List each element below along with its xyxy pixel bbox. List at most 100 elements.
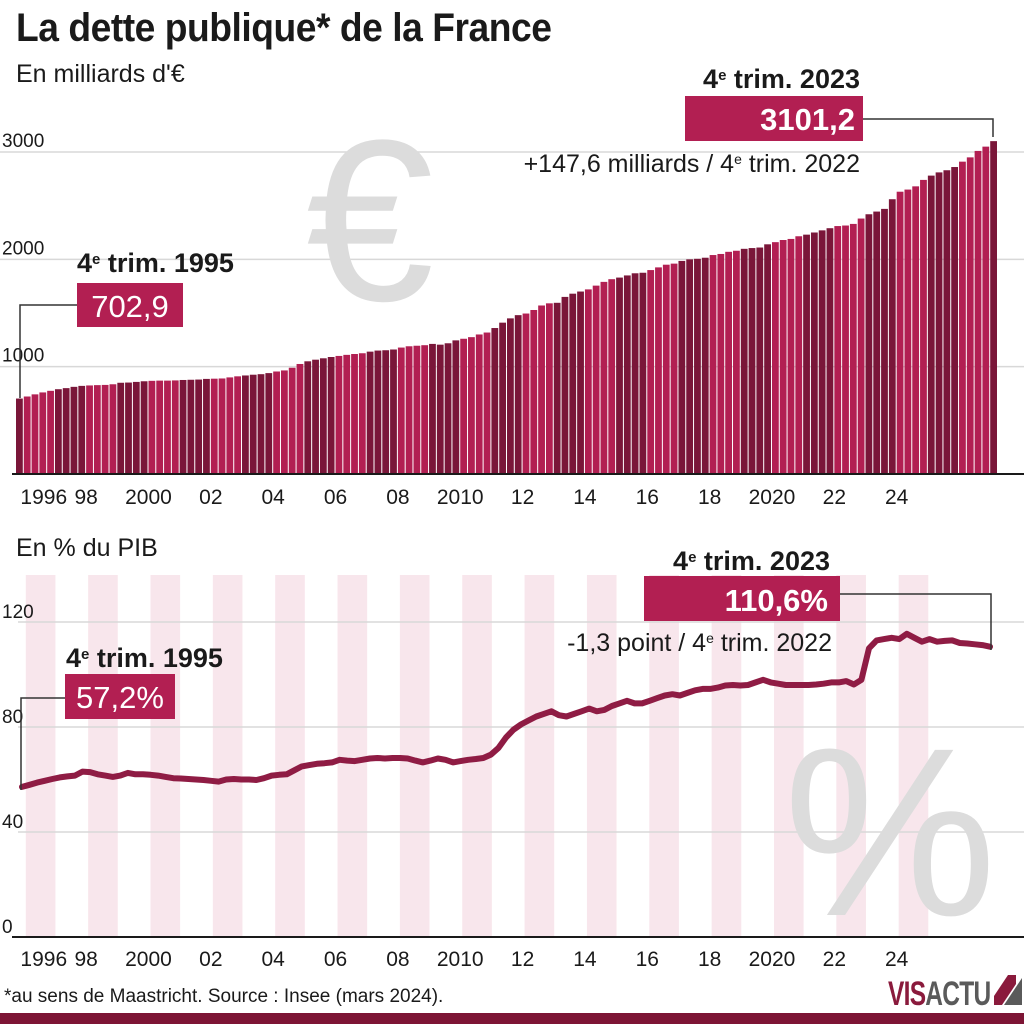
- bar: [709, 255, 717, 474]
- bar: [670, 263, 678, 474]
- year-band: [25, 575, 56, 937]
- line-x-tick-label: 98: [74, 948, 97, 971]
- bar: [280, 370, 288, 474]
- bar: [959, 161, 966, 474]
- bar: [717, 253, 725, 474]
- bar: [421, 345, 429, 474]
- bar: [764, 244, 771, 474]
- bar: [491, 328, 499, 474]
- bar: [429, 343, 436, 474]
- bar: [86, 385, 93, 474]
- bar: [538, 305, 545, 474]
- bar-chart-bars: [16, 141, 997, 475]
- line-chart-subtitle: En % du PIB: [16, 534, 158, 562]
- percent-watermark-icon: %: [783, 698, 996, 966]
- line-y-tick-label: 40: [2, 812, 23, 833]
- bar: [522, 313, 530, 474]
- line-x-tick-label: 2000: [125, 948, 172, 971]
- bar: [584, 289, 592, 474]
- bar: [125, 382, 132, 474]
- bar: [787, 238, 795, 474]
- line-x-tick-label: 08: [386, 948, 409, 971]
- bar-x-tick-label: 08: [386, 486, 409, 509]
- line-y-tick-label: 80: [2, 707, 23, 728]
- line-annotation-1995-box: [65, 674, 175, 719]
- year-band: [275, 575, 305, 937]
- bar: [662, 264, 670, 474]
- bar: [686, 259, 694, 474]
- bar: [499, 322, 506, 474]
- bar: [514, 315, 522, 474]
- bar: [468, 337, 475, 474]
- bar: [553, 302, 561, 474]
- bar: [257, 374, 265, 474]
- bar: [834, 226, 842, 474]
- bar: [896, 191, 904, 475]
- line-annotation-2023-heading: 4e trim. 2023: [673, 546, 830, 576]
- bar-x-tick-label: 02: [199, 486, 222, 509]
- bar-x-tick-label: 2000: [125, 486, 172, 509]
- bar-x-tick-label: 18: [698, 486, 721, 509]
- bar: [920, 179, 927, 474]
- bar: [358, 353, 366, 474]
- bar: [312, 359, 319, 474]
- line-annotation-2023-change: -1,3 point / 4e trim. 2022: [567, 629, 832, 657]
- bar: [873, 211, 881, 474]
- bar: [888, 199, 896, 474]
- bar: [530, 309, 538, 474]
- bar: [803, 234, 810, 474]
- line-annotation-2023-box: [644, 576, 840, 621]
- bar: [881, 208, 888, 475]
- bar: [156, 380, 164, 474]
- line-annotation-2023: 4e trim. 2023 110,6% -1,3 point / 4e tri…: [567, 546, 992, 657]
- line-annotation-2023-leader: [840, 593, 992, 650]
- bar: [304, 361, 312, 474]
- bar: [366, 351, 374, 474]
- bar-x-tick-label: 1996: [20, 486, 67, 509]
- year-band: [586, 575, 617, 937]
- line-annotation-1995-value: 57,2%: [76, 680, 164, 715]
- bar: [849, 223, 857, 474]
- bar: [818, 230, 826, 474]
- bar: [569, 293, 577, 474]
- year-band: [337, 575, 368, 937]
- bar: [23, 396, 31, 474]
- bar-annotation-2023: 4e trim. 2023 3101,2 +147,6 milliards / …: [524, 64, 994, 178]
- bar: [413, 345, 421, 474]
- bar: [296, 363, 304, 474]
- bar: [857, 218, 865, 474]
- bar: [452, 340, 460, 474]
- bar-x-tick-label: 16: [636, 486, 659, 509]
- bar: [405, 346, 413, 474]
- bar: [951, 167, 959, 474]
- line-x-tick-label: 2010: [437, 948, 484, 971]
- bar: [647, 270, 655, 474]
- bar: [483, 332, 491, 474]
- bar: [725, 251, 733, 474]
- line-x-tick-label: 22: [823, 948, 846, 971]
- logo-text-vis: VIS: [888, 975, 926, 1013]
- bar: [397, 347, 405, 474]
- bar: [140, 381, 148, 474]
- line-x-tick-label: 12: [511, 948, 534, 971]
- bar: [226, 377, 234, 474]
- bar: [826, 228, 834, 474]
- bar: [93, 385, 101, 474]
- bar: [210, 378, 218, 474]
- bar: [390, 349, 397, 474]
- bar: [678, 260, 686, 474]
- bar-annotation-2023-change: +147,6 milliards / 4e trim. 2022: [524, 150, 860, 178]
- line-chart-y-axis: 0 40 80 120: [2, 602, 34, 938]
- line-y-tick-label: 0: [2, 917, 13, 938]
- line-annotation-2023-value: 110,6%: [725, 583, 828, 618]
- source-note: *au sens de Maastricht. Source : Insee (…: [4, 986, 444, 1007]
- bar: [132, 381, 140, 474]
- bar: [779, 240, 787, 474]
- bar: [218, 378, 226, 474]
- line-chart-x-axis-labels: 1996 98 2000 02 04 06 08 2010 12 14 16 18 2020 22 24: [20, 948, 908, 971]
- bar: [561, 296, 569, 474]
- bar-x-tick-label: 12: [511, 486, 534, 509]
- bar: [623, 275, 631, 474]
- bar-annotation-2023-leader: [863, 118, 994, 137]
- bar: [771, 242, 779, 474]
